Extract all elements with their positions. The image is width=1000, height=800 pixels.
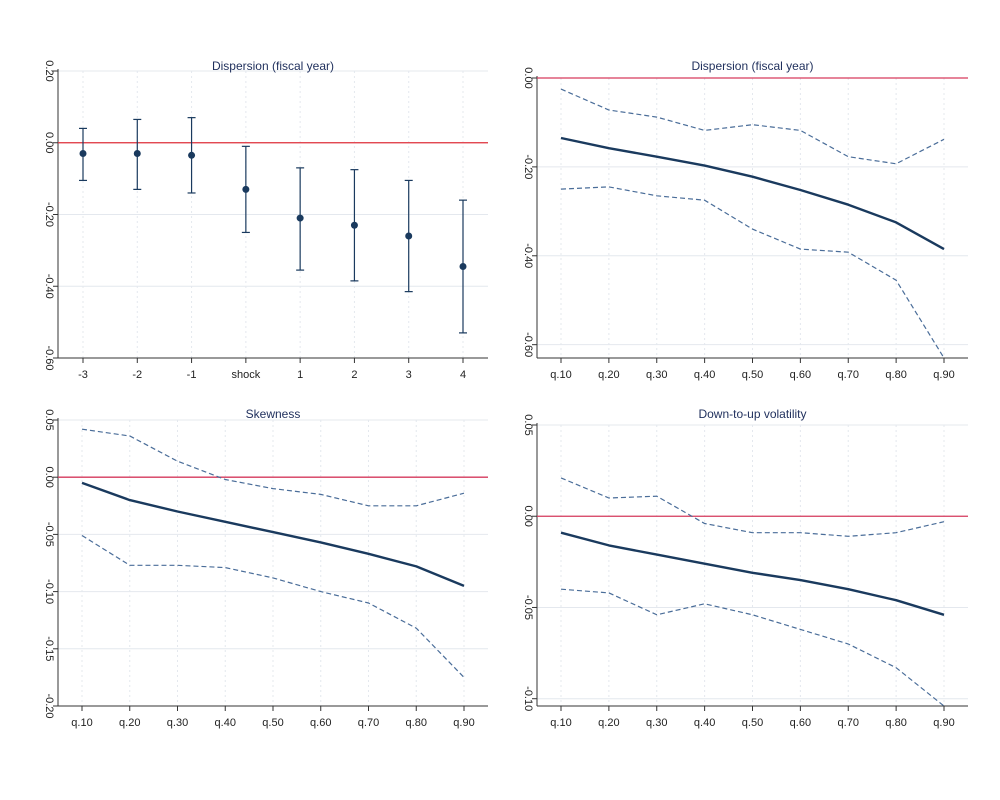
point-estimate <box>242 185 250 193</box>
upper-confidence-band <box>81 428 465 507</box>
y-tick-label: -0.60 <box>522 332 534 357</box>
x-tick-label: q.60 <box>790 717 811 729</box>
y-tick-label: -0.20 <box>43 693 55 718</box>
point-estimate <box>296 214 304 222</box>
lower-confidence-band <box>81 534 465 678</box>
y-tick-label: 0.00 <box>522 506 534 527</box>
chart-panel-4: 0.05 0.00 -0.05 -0.10 q.10 q.20 q.30 q.40 q.50 q.… <box>522 407 968 729</box>
x-tick-label: q.20 <box>598 369 619 381</box>
x-tick-label: q.20 <box>119 717 140 729</box>
x-tick-label: q.10 <box>550 717 571 729</box>
x-tick-label: q.30 <box>646 717 667 729</box>
x-tick-label: q.10 <box>71 717 92 729</box>
point-estimate <box>133 150 141 158</box>
x-tick-label: q.40 <box>215 717 236 729</box>
x-tick-label: q.20 <box>598 717 619 729</box>
point-estimate <box>405 232 413 240</box>
y-tick-label: -0.15 <box>43 636 55 661</box>
chart-title: Dispersion (fiscal year) <box>212 59 334 73</box>
lower-confidence-band <box>560 588 945 707</box>
x-tick-label: -2 <box>132 369 142 381</box>
chart-title: Down-to-up volatility <box>698 407 806 421</box>
chart-title: Skewness <box>246 407 301 421</box>
y-tick-label: -0.40 <box>43 274 55 299</box>
chart-panel-1: 0.20 0.00 -0.20 -0.40 -0.60 -3 -2 -1 shock 1 2 3 4 Di… <box>43 59 488 381</box>
y-tick-label: -0.05 <box>43 522 55 547</box>
y-tick-label: -0.20 <box>522 154 534 179</box>
y-tick-label: 0.00 <box>43 466 55 487</box>
x-tick-label: q.70 <box>838 369 859 381</box>
x-tick-label: q.80 <box>885 369 906 381</box>
x-tick-label: q.50 <box>262 717 283 729</box>
x-tick-label: q.30 <box>646 369 667 381</box>
y-tick-label: 0.00 <box>522 67 534 88</box>
y-tick-label: 0.20 <box>43 60 55 81</box>
y-tick-label: -0.60 <box>43 345 55 370</box>
chart-panel-2: 0.00 -0.20 -0.40 -0.60 q.10 q.20 q.30 q.40 q.50 q… <box>522 59 968 381</box>
x-tick-label: shock <box>231 369 260 381</box>
x-tick-label: q.50 <box>742 717 763 729</box>
x-tick-label: q.40 <box>694 717 715 729</box>
x-tick-label: q.30 <box>167 717 188 729</box>
coefficient-line <box>560 136 945 251</box>
x-tick-label: q.50 <box>742 369 763 381</box>
point-estimate <box>459 263 467 271</box>
chart-panel-3: 0.05 0.00 -0.05 -0.10 -0.15 -0.20 q.10 q.20 q.30… <box>43 407 488 729</box>
x-tick-label: q.90 <box>933 717 954 729</box>
coefficient-line <box>81 481 465 588</box>
chart-title: Dispersion (fiscal year) <box>691 59 813 73</box>
x-tick-label: q.10 <box>550 369 571 381</box>
x-tick-label: q.70 <box>838 717 859 729</box>
x-tick-label: q.60 <box>310 717 331 729</box>
x-tick-label: 4 <box>460 369 466 381</box>
x-tick-label: 1 <box>297 369 303 381</box>
lower-confidence-band <box>560 186 945 359</box>
y-tick-label: 0.05 <box>522 414 534 435</box>
y-tick-label: -0.20 <box>43 202 55 227</box>
y-tick-label: -0.10 <box>522 686 534 711</box>
x-tick-label: q.80 <box>885 717 906 729</box>
y-tick-label: -0.05 <box>522 595 534 620</box>
x-tick-label: q.70 <box>358 717 379 729</box>
x-tick-label: q.40 <box>694 369 715 381</box>
x-tick-label: q.80 <box>406 717 427 729</box>
point-estimate <box>350 221 358 229</box>
x-tick-label: q.60 <box>790 369 811 381</box>
y-tick-label: 0.00 <box>43 132 55 153</box>
y-tick-label: -0.10 <box>43 579 55 604</box>
coefficient-line <box>560 531 945 616</box>
x-tick-label: q.90 <box>933 369 954 381</box>
y-tick-label: 0.05 <box>43 409 55 430</box>
point-estimate <box>79 150 87 158</box>
x-tick-label: 2 <box>351 369 357 381</box>
y-tick-label: -0.40 <box>522 243 534 268</box>
x-tick-label: 3 <box>406 369 412 381</box>
upper-confidence-band <box>560 477 945 537</box>
point-estimate <box>188 151 196 159</box>
x-tick-label: q.90 <box>453 717 474 729</box>
upper-confidence-band <box>560 88 945 165</box>
x-tick-label: -3 <box>78 369 88 381</box>
x-tick-label: -1 <box>187 369 197 381</box>
